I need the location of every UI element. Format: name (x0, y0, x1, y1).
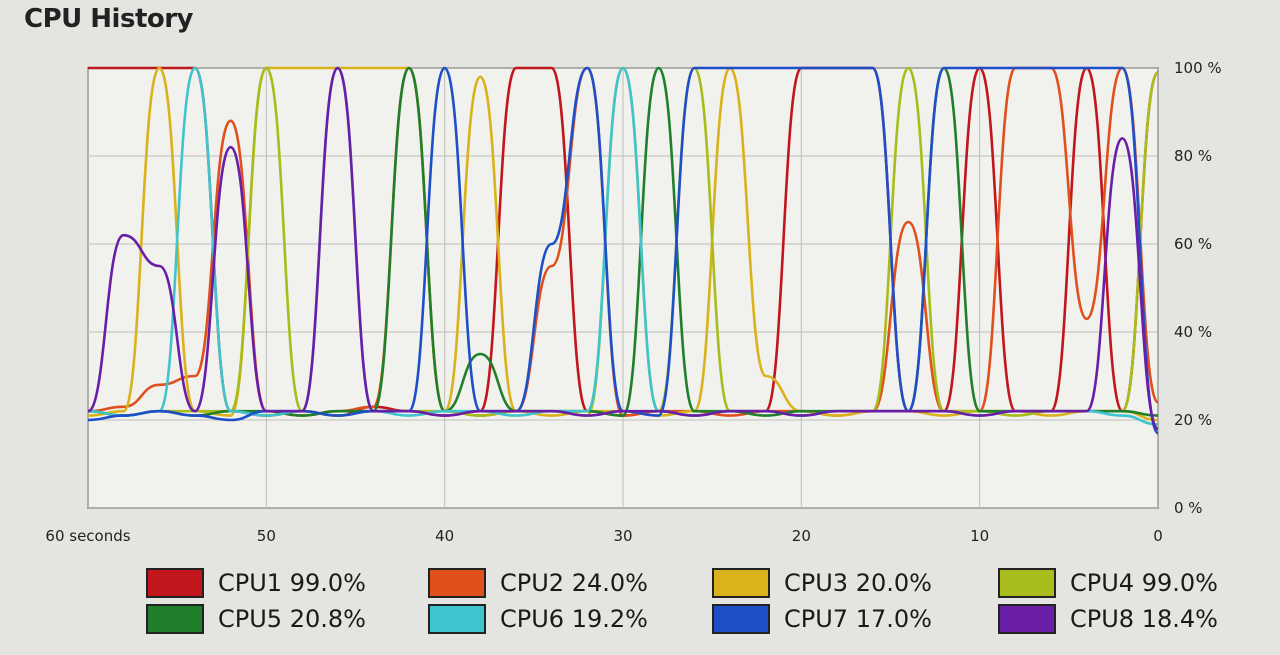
legend-label: CPU4 99.0% (1070, 569, 1218, 597)
legend-swatch (428, 568, 486, 598)
x-tick-label: 0 (1153, 527, 1163, 545)
legend-item-cpu8: CPU8 18.4% (998, 602, 1218, 636)
y-tick-label: 60 % (1174, 235, 1212, 253)
legend-swatch (712, 568, 770, 598)
legend-item-cpu2: CPU2 24.0% (428, 566, 648, 600)
legend-item-cpu7: CPU7 17.0% (712, 602, 932, 636)
legend-label: CPU5 20.8% (218, 605, 366, 633)
series-line-cpu5 (87, 66, 1159, 417)
y-tick-label: 0 % (1174, 499, 1203, 517)
legend-label: CPU2 24.0% (500, 569, 648, 597)
series-line-cpu3 (87, 66, 1159, 422)
legend-item-cpu5: CPU5 20.8% (146, 602, 366, 636)
y-tick-labels: 100 % 80 % 60 % 40 % 20 % 0 % (1174, 59, 1222, 517)
legend-swatch (146, 604, 204, 634)
legend-swatch (428, 604, 486, 634)
y-tick-label: 100 % (1174, 59, 1222, 77)
y-tick-label: 40 % (1174, 323, 1212, 341)
x-tick-label: 20 (792, 527, 811, 545)
y-tick-label: 80 % (1174, 147, 1212, 165)
x-tick-label: 60 seconds (45, 527, 130, 545)
series-line-cpu8 (87, 66, 1160, 431)
legend-item-cpu3: CPU3 20.0% (712, 566, 932, 600)
legend-label: CPU3 20.0% (784, 569, 932, 597)
x-tick-label: 10 (970, 527, 989, 545)
x-tick-label: 50 (257, 527, 276, 545)
legend-label: CPU1 99.0% (218, 569, 366, 597)
legend-swatch (998, 604, 1056, 634)
legend-label: CPU7 17.0% (784, 605, 932, 633)
y-tick-label: 20 % (1174, 411, 1212, 429)
legend: CPU1 99.0% CPU2 24.0% CPU3 20.0% CPU4 99.0%… (146, 566, 1256, 646)
cpu-history-chart: 100 % 80 % 60 % 40 % 20 % 0 % 60 seconds 50 40 3… (45, 59, 1222, 545)
legend-label: CPU6 19.2% (500, 605, 648, 633)
legend-swatch (998, 568, 1056, 598)
legend-swatch (712, 604, 770, 634)
x-tick-label: 40 (435, 527, 454, 545)
legend-swatch (146, 568, 204, 598)
legend-item-cpu6: CPU6 19.2% (428, 602, 648, 636)
window-title: CPU History (24, 4, 194, 34)
series-lines (87, 66, 1160, 435)
grid-lines (87, 67, 1159, 509)
x-tick-label: 30 (613, 527, 632, 545)
legend-label: CPU8 18.4% (1070, 605, 1218, 633)
legend-item-cpu4: CPU4 99.0% (998, 566, 1218, 600)
legend-item-cpu1: CPU1 99.0% (146, 566, 366, 600)
x-tick-labels: 60 seconds 50 40 30 20 10 0 (45, 527, 1162, 545)
